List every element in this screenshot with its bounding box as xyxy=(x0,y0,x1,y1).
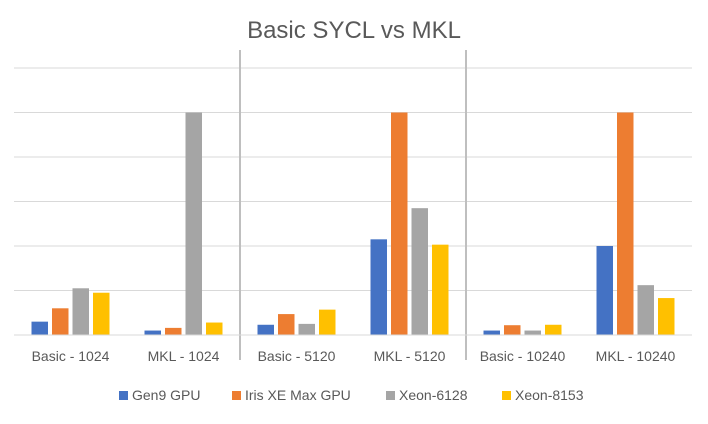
x-tick-label: MKL - 1024 xyxy=(148,348,220,364)
bar-xeon-6128-5 xyxy=(637,285,654,335)
x-tick-label: MKL - 10240 xyxy=(596,348,676,364)
legend-label: Xeon-6128 xyxy=(399,387,468,403)
bar-iris-xe-max-gpu-3 xyxy=(391,112,408,335)
x-tick-label: Basic - 1024 xyxy=(32,348,110,364)
bar-gen9-gpu-1 xyxy=(144,330,161,335)
legend-label: Iris XE Max GPU xyxy=(245,387,351,403)
legend-label: Gen9 GPU xyxy=(132,387,200,403)
bar-gen9-gpu-0 xyxy=(31,321,48,335)
chart-title: Basic SYCL vs MKL xyxy=(247,17,461,44)
bar-gen9-gpu-3 xyxy=(370,239,387,335)
bar-iris-xe-max-gpu-1 xyxy=(165,327,182,335)
bar-xeon-6128-2 xyxy=(298,323,315,335)
bar-xeon-8153-1 xyxy=(206,322,223,335)
legend: Gen9 GPU Iris XE Max GPU Xeon-6128 Xeon-815… xyxy=(119,387,584,403)
bar-iris-xe-max-gpu-4 xyxy=(504,325,521,335)
bar-iris-xe-max-gpu-5 xyxy=(617,112,634,335)
gridlines xyxy=(14,67,692,291)
bar-gen9-gpu-4 xyxy=(483,330,500,335)
legend-swatch-gen9-gpu xyxy=(119,391,128,400)
bar-gen9-gpu-5 xyxy=(596,246,613,335)
legend-swatch-xeon-6128 xyxy=(386,391,395,400)
x-tick-label: Basic - 10240 xyxy=(480,348,566,364)
x-tick-label: MKL - 5120 xyxy=(374,348,446,364)
bar-xeon-8153-2 xyxy=(319,309,336,335)
legend-label: Xeon-8153 xyxy=(515,387,584,403)
bar-xeon-8153-5 xyxy=(658,298,675,335)
legend-swatch-iris-xe-max-gpu xyxy=(232,391,241,400)
group-separators xyxy=(239,50,467,360)
x-axis: Basic - 1024 MKL - 1024 Basic - 5120 MKL - … xyxy=(14,334,692,364)
bar-xeon-6128-1 xyxy=(185,112,202,335)
bar-gen9-gpu-2 xyxy=(257,324,274,335)
bar-iris-xe-max-gpu-2 xyxy=(278,314,295,335)
legend-swatch-xeon-8153 xyxy=(502,391,511,400)
bar-xeon-6128-0 xyxy=(72,288,89,335)
bars xyxy=(31,112,675,335)
bar-xeon-8153-4 xyxy=(545,324,562,335)
bar-xeon-6128-3 xyxy=(411,208,428,335)
bar-xeon-8153-3 xyxy=(432,244,449,335)
x-tick-label: Basic - 5120 xyxy=(258,348,336,364)
bar-iris-xe-max-gpu-0 xyxy=(52,308,69,335)
bar-xeon-6128-4 xyxy=(524,330,541,335)
bar-xeon-8153-0 xyxy=(93,292,110,335)
